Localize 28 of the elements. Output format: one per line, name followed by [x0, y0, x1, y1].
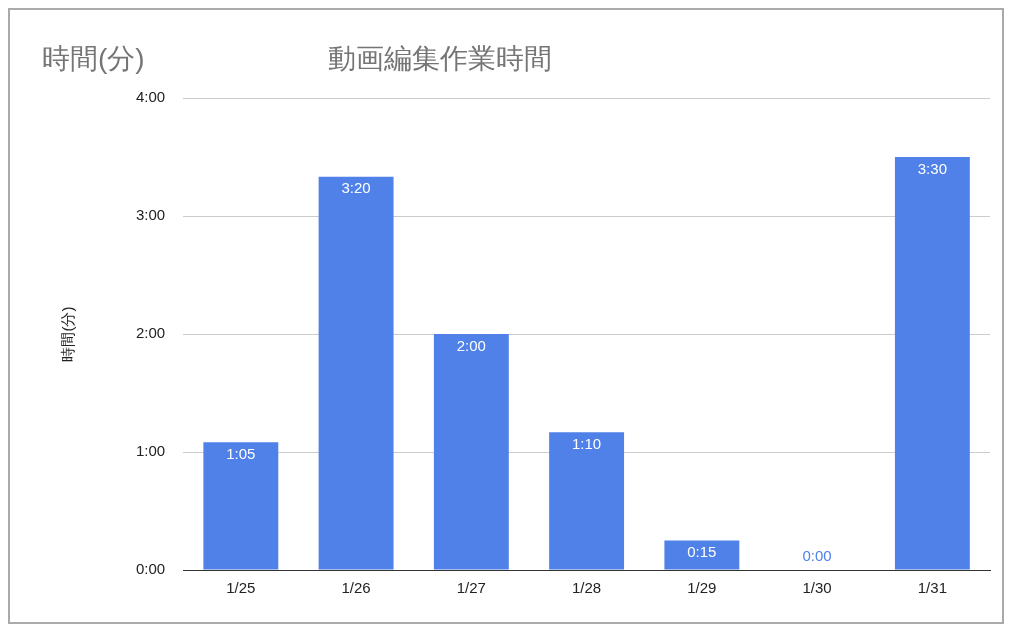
chart-title: 動画編集作業時間 [328, 42, 552, 76]
bar [203, 442, 279, 570]
x-tick-label: 1/26 [341, 579, 371, 597]
data-label: 3:20 [341, 179, 371, 197]
y-axis-title: 時間(分) [59, 306, 77, 362]
data-label: 1:05 [226, 444, 256, 462]
y-tick-label: 4:00 [135, 88, 166, 106]
x-tick-label: 1/29 [687, 579, 717, 597]
y-tick-label: 1:00 [135, 442, 166, 460]
x-tick-label: 1/27 [456, 579, 486, 597]
y-tick-label: 2:00 [135, 324, 166, 342]
data-label: 0:00 [802, 546, 832, 564]
x-tick-label: 1/31 [917, 579, 947, 597]
y-tick-label: 0:00 [135, 560, 166, 578]
data-label: 2:00 [456, 336, 486, 354]
x-tick-label: 1/30 [802, 579, 832, 597]
x-tick-label: 1/28 [572, 579, 602, 597]
x-tick-label: 1/25 [226, 579, 256, 597]
data-label: 1:10 [572, 434, 602, 452]
bar [664, 540, 740, 570]
y-tick-label: 3:00 [135, 206, 166, 224]
bar [318, 176, 394, 570]
bar [894, 157, 970, 570]
bar [433, 334, 509, 570]
data-label: 0:15 [687, 543, 717, 561]
text: 時間(分) [42, 42, 145, 76]
data-label: 3:30 [917, 159, 947, 177]
bar [549, 432, 625, 570]
